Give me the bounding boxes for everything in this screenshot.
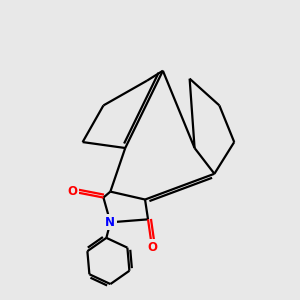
Text: O: O: [68, 185, 78, 198]
Text: N: N: [105, 216, 116, 229]
Text: O: O: [147, 241, 157, 254]
